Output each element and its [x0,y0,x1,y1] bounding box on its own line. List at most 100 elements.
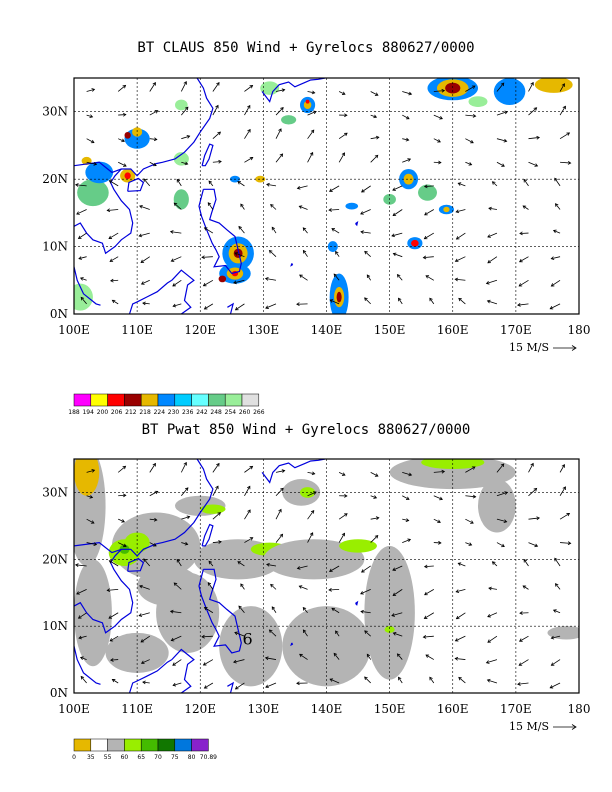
y-tick-label: 0N [50,686,68,700]
wind-vector [455,278,466,281]
wind-vector-head [266,562,270,567]
wind-vector [329,588,340,591]
wind-vector-head [152,462,156,467]
wind-vector [423,635,434,638]
wind-vector [170,231,182,234]
colorbar-label: 60 [121,754,129,761]
wind-vector-head [249,537,254,541]
wind-vector [208,180,214,187]
wind-vector [360,231,371,234]
wind-vector-head [364,676,368,681]
wind-vector [398,298,403,305]
wind-vector [180,81,187,92]
wind-vector-head [391,613,395,617]
wind-vector-head [265,305,269,309]
colorbar-label: 242 [196,409,208,416]
wind-vector [240,583,245,590]
colorbar-swatch [191,738,209,752]
wind-vector [212,131,221,139]
wind-vector-head [519,611,523,615]
field-patch [200,504,226,514]
wind-vector [176,559,182,567]
wind-vector-head [202,662,207,666]
coastline [128,659,173,693]
wind-vector-head [518,638,523,642]
wind-vector [338,472,346,476]
wind-vector-head [302,629,307,633]
colorbar-label: 248 [210,409,222,416]
wind-vector-head [552,609,557,613]
colorbar-label: 200 [97,409,109,416]
wind-vector-head [519,231,523,236]
wind-vector [302,607,308,614]
wind-vector [402,538,411,543]
wind-vector-head [122,112,127,117]
wind-vector-head [366,653,371,658]
wind-vector-head [341,152,345,156]
x-tick-label: 170E [500,702,532,716]
wind-vector [173,303,182,307]
wind-vector-head [405,115,410,120]
wind-vector-head [470,520,474,524]
wind-vector-head [504,491,509,495]
wind-vector-head [183,81,187,85]
wind-vector-head [311,90,316,95]
wind-vector [423,256,434,259]
wind-vector [402,114,410,120]
wind-vector [139,585,150,590]
wind-vector-head [518,258,523,263]
wind-vector [173,682,182,686]
wind-vector [496,518,507,523]
wind-vector-head [170,637,175,642]
wind-vector-head [392,252,397,257]
top-chart: 100E 110E 120E 130E 140E 150E 160E 170E 180 0N 10N… [42,77,590,354]
wind-vector-head [344,513,348,517]
wind-vector [366,274,372,281]
wind-vector-head [216,462,220,467]
wind-vector-head [265,684,269,689]
wind-vector [299,585,308,590]
field-patch [74,283,93,311]
wind-vector-head [458,676,462,681]
wind-vector-head [140,639,145,643]
colorbar-swatch [73,393,92,407]
wind-vector [333,653,340,660]
coastline [127,557,145,572]
wind-vector [204,682,214,689]
wind-vector [487,635,498,643]
wind-vector [560,161,571,164]
wind-vector [338,513,348,520]
wind-vector-head [549,306,554,310]
colorbar-swatch [191,393,209,407]
x-tick-label: 130E [248,323,280,337]
wind-vector-head [139,584,143,589]
wind-vector-head [201,255,205,260]
wind-vector-head [423,564,428,569]
wind-vector [112,679,119,684]
wind-vector-head [93,542,98,546]
colorbar-swatch [107,393,125,407]
wind-vector-head [364,250,368,255]
wind-vector-head [441,469,446,474]
field-patch [345,202,359,210]
wind-vector [528,137,540,140]
wind-vector-head [215,485,219,490]
wind-vector-head [173,582,178,586]
wind-vector [554,558,561,567]
wind-vector [559,132,570,140]
coastline [74,78,214,177]
wind-vector-head [153,162,157,167]
wind-vector-head [455,236,460,240]
wind-vector-head [75,563,79,567]
wind-vector-head [309,151,314,156]
wind-vector [118,138,125,142]
x-tick-label: 160E [437,702,469,716]
wind-vector [487,679,498,684]
wind-vector [307,129,315,139]
wind-vector [370,495,377,499]
wind-vector-head [310,509,315,514]
wind-vector [528,463,534,473]
wind-vector [303,629,308,637]
wind-vector-head [360,230,364,234]
field-patch [173,189,189,210]
